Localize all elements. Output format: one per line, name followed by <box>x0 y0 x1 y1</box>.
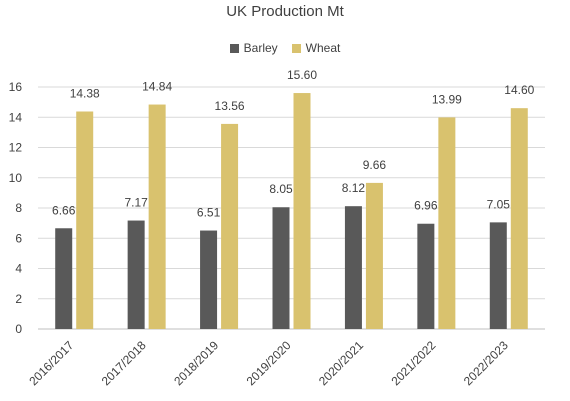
chart-title: UK Production Mt <box>226 3 344 20</box>
data-label-barley: 8.12 <box>342 181 366 195</box>
x-tick-label: 2019/2020 <box>244 338 294 388</box>
bar-barley <box>200 230 218 329</box>
x-tick-label: 2021/2022 <box>388 338 438 388</box>
bar-barley <box>417 223 435 329</box>
x-tick-label: 2017/2018 <box>99 338 149 388</box>
x-tick-label: 2022/2023 <box>461 338 511 388</box>
y-tick-label: 12 <box>9 141 23 155</box>
y-tick-label: 6 <box>15 231 22 245</box>
y-tick-label: 10 <box>9 171 23 185</box>
data-label-barley: 6.66 <box>52 203 76 217</box>
legend-item-wheat: Wheat <box>291 41 341 55</box>
bar-barley <box>272 207 290 329</box>
legend-item-barley: Barley <box>229 41 278 55</box>
legend-label-wheat: Wheat <box>305 41 341 55</box>
x-tick-label: 2018/2019 <box>171 338 221 388</box>
data-label-barley: 6.96 <box>414 199 438 213</box>
legend-label-barley: Barley <box>243 41 278 55</box>
data-label-wheat: 13.56 <box>215 99 245 113</box>
bar-barley <box>489 222 507 329</box>
y-tick-label: 0 <box>15 322 22 336</box>
data-label-wheat: 14.60 <box>504 83 534 97</box>
bar-barley <box>344 206 362 329</box>
x-tick-label: 2016/2017 <box>26 338 76 388</box>
bar-wheat <box>293 93 311 329</box>
bar-wheat <box>438 117 456 330</box>
bar-barley <box>55 228 73 329</box>
legend: Barley Wheat <box>0 41 570 55</box>
data-label-wheat: 15.60 <box>287 68 317 82</box>
bar-wheat <box>221 123 239 329</box>
x-tick-label: 2020/2021 <box>316 338 366 388</box>
y-tick-label: 4 <box>15 262 22 276</box>
legend-swatch-wheat <box>291 43 301 53</box>
y-tick-label: 14 <box>9 110 23 124</box>
data-label-barley: 7.05 <box>487 197 511 211</box>
legend-swatch-barley <box>229 43 239 53</box>
data-label-wheat: 13.99 <box>432 92 462 106</box>
data-label-barley: 6.51 <box>197 206 221 220</box>
y-tick-label: 16 <box>9 80 23 94</box>
bar-barley <box>127 220 145 329</box>
y-tick-label: 8 <box>15 201 22 215</box>
data-label-wheat: 14.38 <box>70 87 100 101</box>
data-label-barley: 7.17 <box>124 196 148 210</box>
bar-wheat <box>510 108 528 329</box>
bar-wheat <box>76 111 94 329</box>
bar-wheat <box>148 104 166 329</box>
data-label-barley: 8.05 <box>269 182 293 196</box>
y-tick-label: 2 <box>15 292 22 306</box>
bar-wheat <box>365 182 383 329</box>
data-label-wheat: 9.66 <box>363 158 387 172</box>
data-label-wheat: 14.84 <box>142 80 172 94</box>
